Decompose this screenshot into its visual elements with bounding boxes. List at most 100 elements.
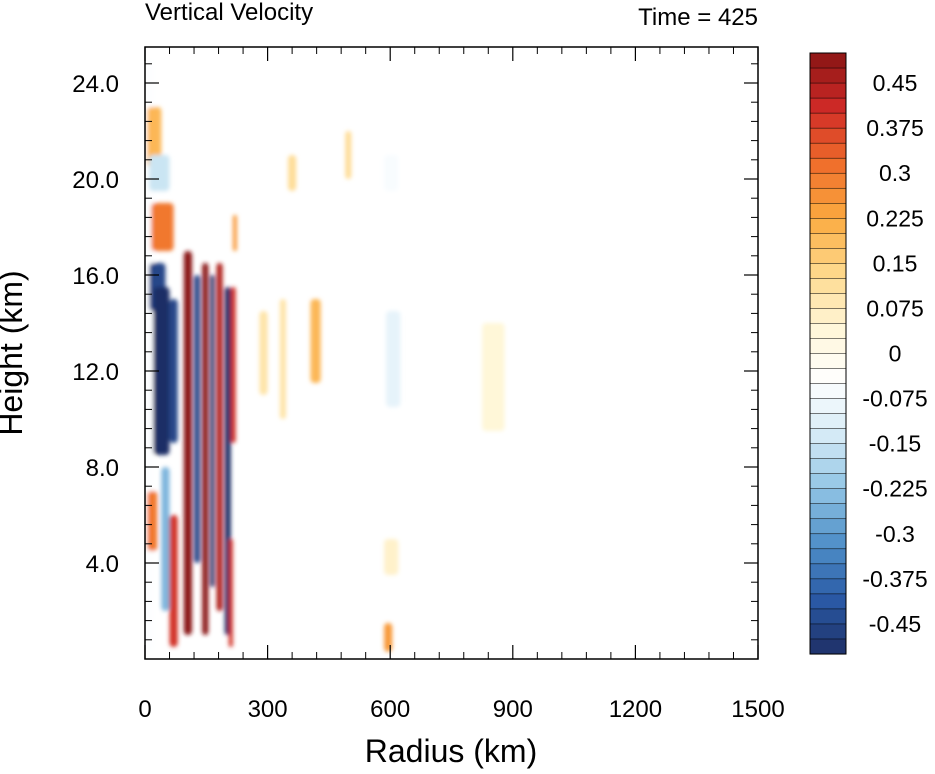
field-cell bbox=[228, 539, 233, 647]
colorbar-tick-label: -0.45 bbox=[869, 611, 921, 637]
colorbar-bin bbox=[809, 398, 847, 415]
x-tick-label: 900 bbox=[493, 696, 533, 723]
y-tick-label: 12.0 bbox=[72, 359, 119, 386]
colorbar-bin bbox=[809, 142, 847, 159]
field-cell bbox=[279, 299, 286, 419]
colorbar-tick-label: -0.075 bbox=[862, 386, 927, 412]
chart-subtitle: Time = 425 bbox=[638, 4, 758, 31]
chart-title: Vertical Velocity bbox=[145, 0, 313, 26]
colorbar bbox=[809, 52, 847, 655]
y-tick-label: 16.0 bbox=[72, 263, 119, 290]
colorbar-bin bbox=[809, 413, 847, 430]
field-cell bbox=[151, 203, 174, 251]
colorbar-bin bbox=[809, 338, 847, 355]
colorbar-bin bbox=[809, 218, 847, 234]
colorbar-bin bbox=[809, 67, 847, 84]
colorbar-bin bbox=[809, 353, 847, 370]
field-cell bbox=[384, 539, 399, 575]
colorbar-bin bbox=[809, 503, 847, 520]
x-tick-label: 300 bbox=[248, 696, 288, 723]
plot-frame bbox=[144, 46, 759, 660]
x-tick-label: 1500 bbox=[731, 696, 784, 723]
x-axis-label: Radius (km) bbox=[365, 733, 537, 769]
colorbar-tick-label: 0.3 bbox=[879, 160, 911, 186]
field-cell bbox=[386, 311, 401, 407]
field-cell bbox=[210, 275, 215, 587]
colorbar-tick-label: 0 bbox=[889, 341, 902, 367]
field-cell bbox=[147, 107, 162, 167]
field-cell bbox=[216, 263, 223, 611]
field-cell bbox=[153, 287, 170, 455]
colorbar-tick-label: 0.225 bbox=[866, 205, 924, 231]
colorbar-bin bbox=[809, 623, 847, 640]
colorbar-bin bbox=[809, 428, 847, 445]
colorbar-frame bbox=[809, 52, 847, 655]
colorbar-bin bbox=[809, 293, 847, 309]
colorbar-bin bbox=[809, 443, 847, 460]
x-tick-label: 0 bbox=[138, 696, 151, 723]
colorbar-bin bbox=[809, 248, 847, 264]
colorbar-tick-label: 0.45 bbox=[873, 70, 918, 96]
field-cell bbox=[310, 299, 321, 383]
y-axis-label: Height (km) bbox=[0, 270, 29, 435]
colorbar-bin bbox=[809, 533, 847, 550]
field-cell bbox=[149, 155, 170, 191]
colorbar-tick-label: -0.225 bbox=[862, 476, 927, 502]
colorbar-bin bbox=[809, 157, 847, 174]
colorbar-bin bbox=[809, 97, 847, 114]
colorbar-bin bbox=[809, 127, 847, 144]
colorbar-bin bbox=[809, 608, 847, 625]
colorbar-bin bbox=[809, 638, 847, 655]
colorbar-bin bbox=[809, 112, 847, 129]
colorbar-tick-label: 0.075 bbox=[866, 295, 924, 321]
colorbar-bin bbox=[809, 488, 847, 505]
colorbar-bin bbox=[809, 473, 847, 490]
field-cell bbox=[183, 251, 192, 635]
y-tick-label: 8.0 bbox=[86, 455, 119, 482]
colorbar-bin bbox=[809, 203, 847, 219]
colorbar-bin bbox=[809, 278, 847, 294]
field-cell bbox=[384, 155, 399, 191]
plot-background bbox=[145, 47, 758, 659]
colorbar-bin bbox=[809, 323, 847, 340]
y-tick-label: 24.0 bbox=[72, 71, 119, 98]
colorbar-tick-label: -0.15 bbox=[869, 431, 921, 457]
colorbar-tick-label: 0.15 bbox=[873, 250, 918, 276]
field-cell bbox=[288, 155, 297, 191]
velocity-field bbox=[145, 59, 505, 652]
field-cell bbox=[230, 287, 236, 443]
field-cell bbox=[169, 515, 178, 647]
y-tick-label: 20.0 bbox=[72, 167, 119, 194]
field-cell bbox=[161, 467, 170, 611]
field-cell bbox=[482, 323, 505, 431]
colorbar-tick-label: 0.375 bbox=[866, 115, 924, 141]
field-cell bbox=[202, 263, 209, 635]
colorbar-bin bbox=[809, 233, 847, 249]
y-tick-label: 4.0 bbox=[86, 551, 119, 578]
colorbar-tick-label: -0.375 bbox=[862, 566, 927, 592]
colorbar-bin bbox=[809, 548, 847, 565]
colorbar-bin bbox=[809, 172, 847, 189]
colorbar-bin bbox=[809, 563, 847, 580]
field-cell bbox=[384, 623, 393, 652]
colorbar-bin bbox=[809, 308, 847, 324]
colorbar-bin bbox=[809, 82, 847, 99]
colorbar-bin bbox=[809, 458, 847, 475]
x-tick-label: 1200 bbox=[609, 696, 662, 723]
field-cell bbox=[259, 311, 268, 395]
colorbar-bin bbox=[809, 383, 847, 400]
field-cell bbox=[147, 491, 158, 551]
colorbar-bin bbox=[809, 52, 847, 69]
field-cell bbox=[232, 215, 237, 251]
y-axis-ticks: 4.0 8.0 12.0 16.0 20.0 24.0 bbox=[72, 63, 758, 641]
colorbar-bin bbox=[809, 263, 847, 279]
colorbar-tick-label: -0.3 bbox=[875, 521, 915, 547]
field-cell bbox=[194, 275, 201, 563]
field-cell bbox=[345, 131, 352, 179]
x-axis-ticks: 0 300 600 900 1200 1500 bbox=[138, 47, 785, 723]
colorbar-bin bbox=[809, 368, 847, 385]
colorbar-labels: 0.45 0.375 0.3 0.225 0.15 0.075 0 -0.075 -0.15 -0… bbox=[862, 70, 927, 637]
colorbar-bin bbox=[809, 187, 847, 204]
x-tick-label: 600 bbox=[370, 696, 410, 723]
